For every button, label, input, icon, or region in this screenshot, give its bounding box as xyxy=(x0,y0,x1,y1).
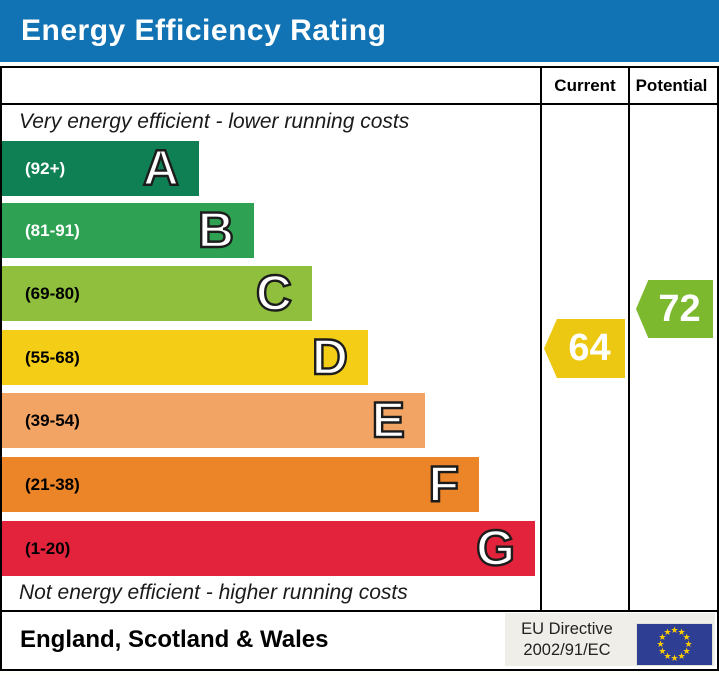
eu-flag-icon: ★ ★ ★ ★ ★ ★ ★ ★ ★ ★ ★ ★ xyxy=(636,623,713,666)
eu-star-icon: ★ xyxy=(682,632,691,642)
eu-star-icon: ★ xyxy=(663,651,672,662)
column-header-current: Current xyxy=(554,76,616,95)
eu-directive-line2: 2002/91/EC xyxy=(523,641,611,659)
band-range-label: (92+) xyxy=(25,158,66,178)
top-note: Very energy efficient - lower running co… xyxy=(19,110,410,133)
page-title: Energy Efficiency Rating xyxy=(21,14,387,47)
band-bar-f: (21-38) F xyxy=(2,455,479,513)
eu-directive-label: EU Directive 2002/91/EC xyxy=(502,619,632,661)
potential-rating-arrow: 72 xyxy=(636,280,713,338)
current-rating-arrow: 64 xyxy=(544,319,625,378)
potential-rating-value: 72 xyxy=(658,287,701,330)
band-range-label: (39-54) xyxy=(25,410,80,430)
eu-star-icon: ★ xyxy=(656,639,665,649)
band-row-b: (81-91) B xyxy=(2,201,254,259)
band-letter: E xyxy=(370,391,406,448)
eu-star-icon: ★ xyxy=(677,626,686,637)
eu-star-icon: ★ xyxy=(658,646,667,656)
band-row-d: (55-68) D xyxy=(2,328,368,386)
band-row-c: (69-80) C xyxy=(2,264,312,322)
eu-star-icon: ★ xyxy=(684,639,693,649)
band-row-e: (39-54) E xyxy=(2,391,425,449)
band-letter: B xyxy=(197,201,236,258)
band-row-f: (21-38) F xyxy=(2,455,479,513)
band-range-label: (69-80) xyxy=(25,283,80,303)
band-range-label: (81-91) xyxy=(25,220,80,240)
column-divider-potential xyxy=(628,68,630,610)
band-bar-g: (1-20) G xyxy=(2,519,535,577)
band-range-label: (21-38) xyxy=(25,474,80,494)
band-letter: G xyxy=(475,519,516,576)
band-row-a: (92+) A xyxy=(2,139,199,197)
band-bar-b: (81-91) B xyxy=(2,201,254,259)
bottom-note: Not energy efficient - higher running co… xyxy=(19,581,408,604)
eu-star-icon: ★ xyxy=(682,646,691,656)
eu-star-icon: ★ xyxy=(663,626,672,637)
eu-star-icon: ★ xyxy=(658,632,667,642)
band-letter: F xyxy=(427,455,460,512)
band-range-label: (1-20) xyxy=(25,538,71,558)
band-row-g: (1-20) G xyxy=(2,519,535,577)
band-range-label: (55-68) xyxy=(25,347,80,367)
eu-star-icon: ★ xyxy=(670,653,679,663)
eu-directive-line1: EU Directive xyxy=(521,620,613,638)
column-header-potential: Potential xyxy=(635,76,708,95)
band-letter: D xyxy=(311,328,350,385)
title-bar: Energy Efficiency Rating xyxy=(0,0,719,62)
region-label: England, Scotland & Wales xyxy=(20,626,329,653)
footer: England, Scotland & Wales EU Directive 2… xyxy=(0,612,719,671)
eu-star-icon: ★ xyxy=(677,651,686,662)
rating-table: Current Potential Very energy efficient … xyxy=(0,66,719,612)
band-bar-a: (92+) A xyxy=(2,139,199,197)
current-rating-value: 64 xyxy=(568,327,611,369)
column-divider-current xyxy=(540,68,542,610)
band-letter: A xyxy=(142,139,181,196)
header-divider xyxy=(2,103,717,105)
eu-star-icon: ★ xyxy=(670,625,679,635)
band-bar-d: (55-68) D xyxy=(2,328,368,386)
band-bar-c: (69-80) C xyxy=(2,264,312,322)
band-letter: C xyxy=(255,264,294,321)
band-bar-e: (39-54) E xyxy=(2,391,425,449)
